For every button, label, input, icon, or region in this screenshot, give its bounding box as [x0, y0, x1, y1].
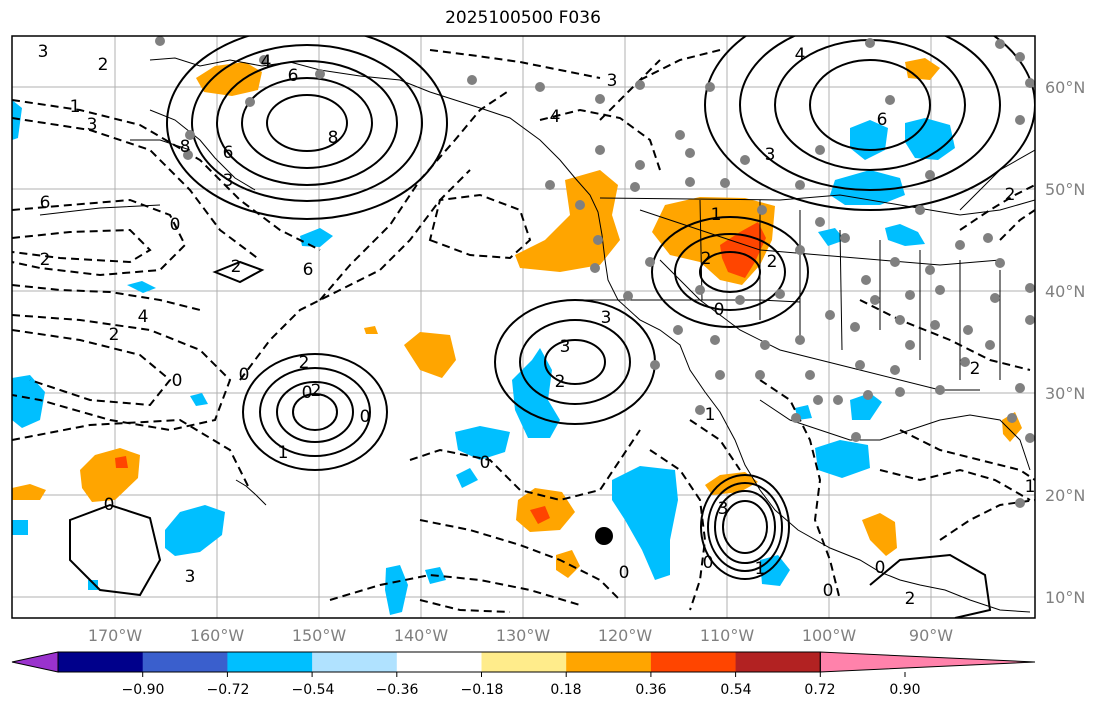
contour-label: 2: [109, 325, 120, 345]
contour-label: 3: [765, 145, 776, 165]
contour-label: 2: [767, 252, 778, 272]
contour-label: 1: [755, 559, 766, 579]
contour-label: 3: [223, 171, 234, 191]
lon-label-130w: 130°W: [495, 626, 551, 645]
contour-label: 2: [311, 381, 322, 401]
contour-label: 1: [1025, 477, 1036, 497]
contour-label: 8: [328, 128, 339, 148]
contour-label: 2: [98, 55, 109, 75]
lon-label-120w: 120°W: [597, 626, 653, 645]
contour-label: 1: [711, 205, 722, 225]
lat-label-30n: 30°N: [1045, 384, 1086, 403]
lon-label-170w: 170°W: [87, 626, 143, 645]
contour-label: 1: [70, 97, 81, 117]
coastlines: [39, 57, 1035, 613]
contour-label: 0: [619, 563, 630, 583]
contour-label: 8: [180, 137, 191, 157]
map-frame: [11, 35, 1036, 619]
contour-label: 4: [261, 52, 272, 72]
contour-label: 0: [170, 215, 181, 235]
contour-label: 2: [40, 250, 51, 270]
contour-label: 0: [302, 383, 313, 403]
contour-label: 3: [601, 308, 612, 328]
contour-label: 3: [560, 337, 571, 357]
lon-label-140w: 140°W: [393, 626, 449, 645]
contour-label: 4: [550, 107, 561, 127]
station-markers: [155, 36, 1035, 508]
contour-label: 0: [703, 553, 714, 573]
negative-shading: [12, 100, 955, 615]
lat-label-10n: 10°N: [1045, 588, 1086, 607]
colorbar-tick-label: −0.90: [121, 682, 165, 698]
contour-label: 3: [607, 71, 618, 91]
lat-label-20n: 20°N: [1045, 486, 1086, 505]
contour-label: 4: [138, 307, 149, 327]
colorbar-tick-label: −0.54: [291, 682, 335, 698]
contours-solid: [69, 36, 1035, 618]
lat-label-60n: 60°N: [1045, 78, 1086, 97]
lat-label-50n: 50°N: [1045, 180, 1086, 199]
contour-label: 0: [823, 581, 834, 601]
lon-label-160w: 160°W: [189, 626, 245, 645]
contour-label: 2: [970, 359, 981, 379]
contour-label: 3: [185, 567, 196, 587]
contour-label: 6: [303, 260, 314, 280]
contour-label: 3: [87, 115, 98, 135]
contours-dashed: [12, 49, 1035, 613]
contour-label: 2: [905, 589, 916, 609]
map-title: 2025100500 F036: [445, 8, 601, 28]
lon-label-100w: 100°W: [801, 626, 857, 645]
contour-label: 6: [877, 110, 888, 130]
contour-label: 6: [40, 193, 51, 213]
contour-label: 4: [795, 45, 806, 65]
contour-label: 0: [360, 407, 371, 427]
colorbar-tick-label: 0.36: [635, 682, 667, 698]
contour-label: 0: [875, 558, 886, 578]
contour-label: 0: [714, 300, 725, 320]
contour-label: 0: [104, 495, 115, 515]
contour-label: 2: [1005, 185, 1016, 205]
contour-label: 2: [555, 372, 566, 392]
colorbar-tick-label: 0.72: [804, 682, 836, 698]
lon-label-90w: 90°W: [908, 626, 954, 645]
contour-label: 0: [172, 371, 183, 391]
colorbar-tick-label: 0.54: [720, 682, 752, 698]
lon-label-110w: 110°W: [699, 626, 755, 645]
lon-label-150w: 150°W: [291, 626, 347, 645]
contour-label: 6: [288, 66, 299, 86]
lat-label-40n: 40°N: [1045, 282, 1086, 301]
colorbar-tick-label: 0.18: [550, 682, 582, 698]
contour-label: 3: [718, 499, 729, 519]
contour-label: 1: [278, 443, 289, 463]
colorbar-tick-label: 0.90: [889, 682, 921, 698]
contour-label: 0: [480, 453, 491, 473]
contour-label: 2: [231, 257, 242, 277]
colorbar-tick-label: −0.18: [460, 682, 504, 698]
contour-label: 2: [701, 249, 712, 269]
colorbar-tick-label: −0.72: [206, 682, 250, 698]
contour-label: 3: [38, 42, 49, 62]
colorbar-tick-label: −0.36: [375, 682, 419, 698]
contour-label: 0: [239, 365, 250, 385]
positive-strong-shading: [115, 222, 766, 524]
cyclone-marker: [595, 527, 613, 545]
contour-label: 1: [705, 405, 716, 425]
contour-label: 2: [299, 353, 310, 373]
contour-label: 6: [223, 143, 234, 163]
